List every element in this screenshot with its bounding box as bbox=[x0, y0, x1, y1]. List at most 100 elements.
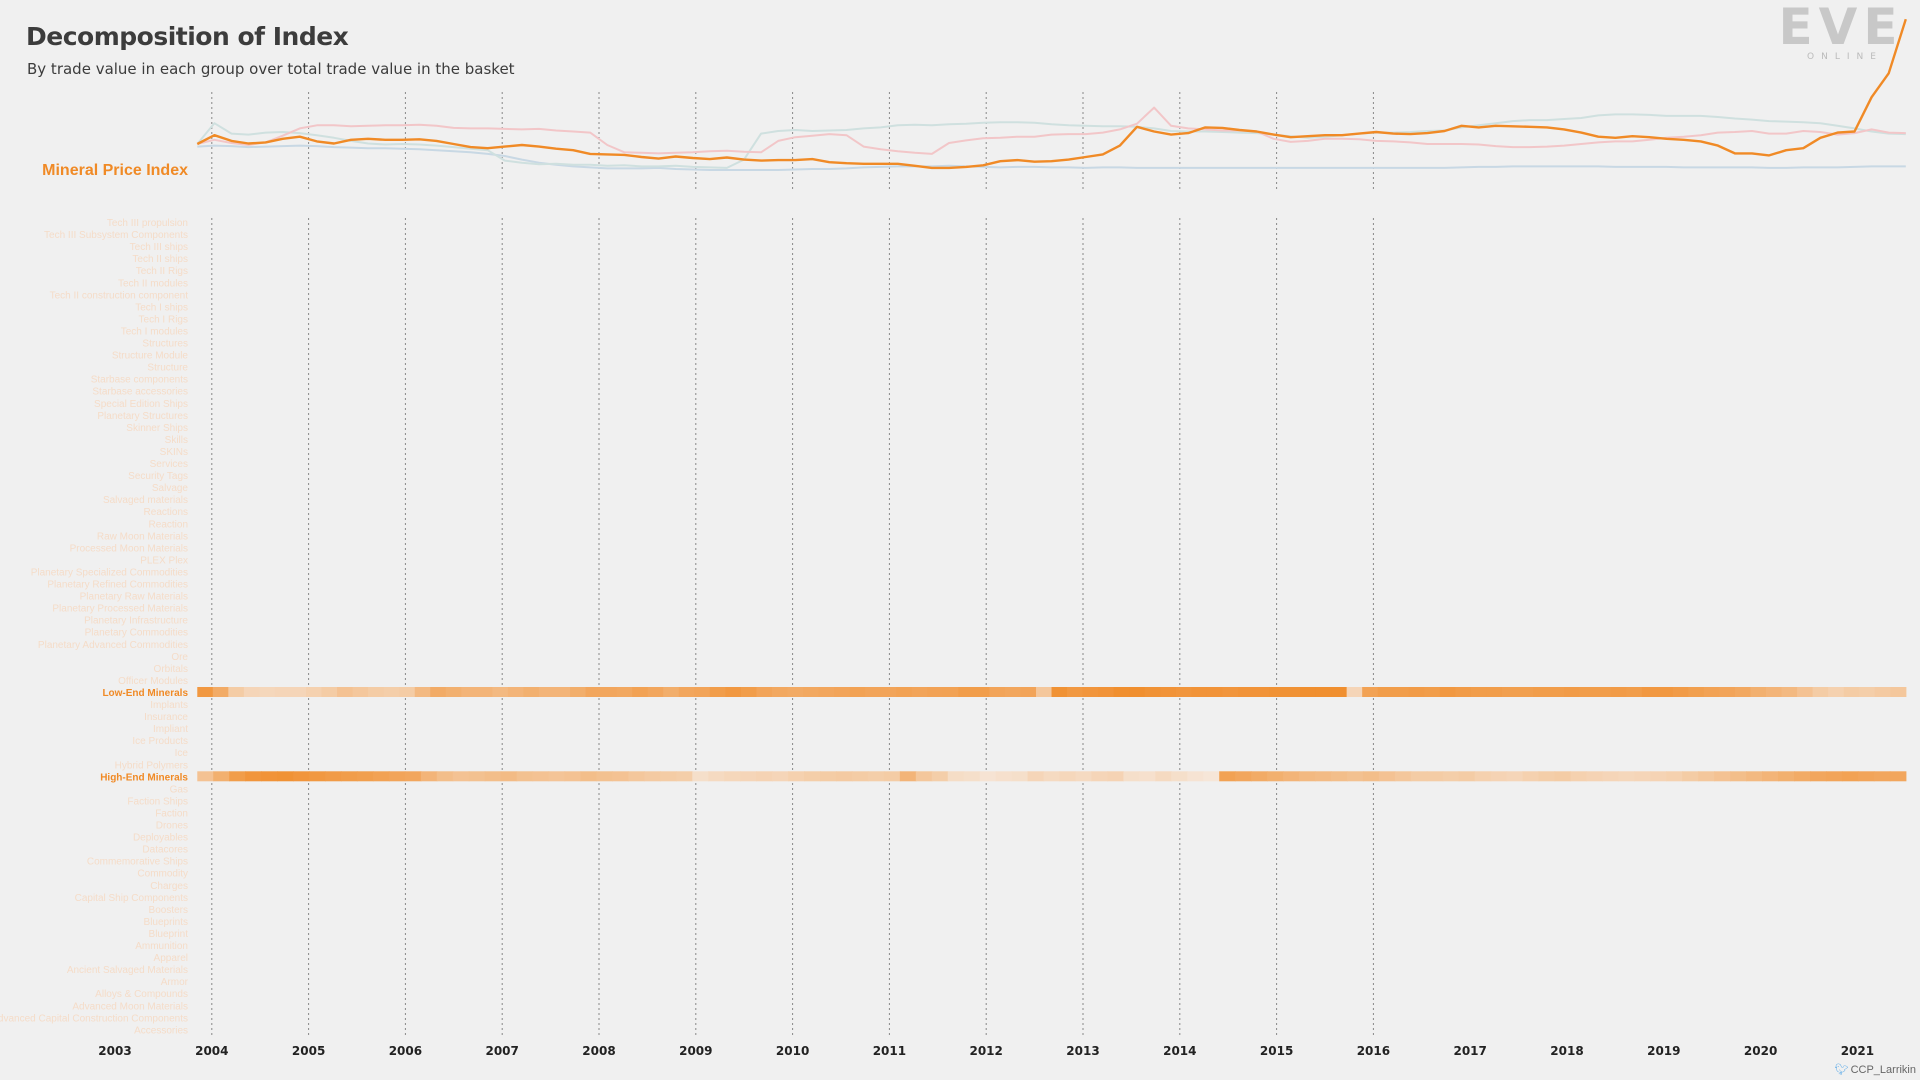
heatmap-cell bbox=[851, 771, 869, 782]
heatmap-cell bbox=[612, 771, 629, 782]
heatmap-cell bbox=[1470, 687, 1488, 697]
heatmap-cell bbox=[492, 687, 509, 697]
heatmap-cell bbox=[1362, 771, 1380, 782]
category-label: Processed Moon Materials bbox=[70, 543, 188, 554]
category-label: Ice Products bbox=[132, 736, 188, 747]
heatmap-cell bbox=[1442, 771, 1460, 782]
category-label: Reaction bbox=[149, 519, 188, 530]
heatmap-cell bbox=[1393, 687, 1410, 697]
category-label: Reactions bbox=[144, 507, 188, 518]
heatmap-cell bbox=[229, 771, 246, 782]
category-label: Apparel bbox=[154, 953, 188, 964]
heatmap-cell bbox=[724, 771, 741, 782]
category-label: Low-End Minerals bbox=[102, 688, 188, 699]
heatmap-cell bbox=[896, 687, 913, 697]
category-label: Planetary Processed Materials bbox=[52, 604, 188, 615]
chart-title: Decomposition of Index bbox=[26, 22, 349, 51]
heatmap-row-low-end-minerals bbox=[197, 687, 1907, 697]
heatmap-cell bbox=[818, 687, 835, 697]
heatmap-cell bbox=[461, 687, 478, 697]
heatmap-cell bbox=[1486, 687, 1503, 697]
heatmap-cell bbox=[1455, 687, 1472, 697]
heatmap-cell bbox=[290, 687, 307, 697]
heatmap-cell bbox=[1812, 687, 1829, 697]
heatmap-cell bbox=[1377, 687, 1394, 697]
series-line-pink bbox=[197, 106, 1906, 155]
category-label: Services bbox=[150, 459, 188, 470]
heatmap-cell bbox=[1501, 687, 1519, 697]
heatmap-cell bbox=[1171, 771, 1188, 782]
category-label: Tech III propulsion bbox=[107, 218, 188, 229]
author-credit[interactable]: 🐦︎ CCP_Larrikin bbox=[1835, 1063, 1916, 1076]
heatmap-cell bbox=[632, 687, 649, 697]
category-label: Special Edition Ships bbox=[94, 399, 188, 410]
heatmap-cell bbox=[1672, 687, 1689, 697]
author-handle: CCP_Larrikin bbox=[1850, 1064, 1916, 1076]
heatmap-cell bbox=[1330, 771, 1348, 782]
heatmap-cell bbox=[1579, 687, 1596, 697]
category-label: Tech II ships bbox=[132, 254, 188, 265]
eve-online-logo: EVE ONLINE bbox=[1776, 2, 1906, 62]
heatmap-cell bbox=[1091, 771, 1109, 782]
year-tick-2012: 2012 bbox=[969, 1044, 1002, 1058]
highlight-series-label: Mineral Price Index bbox=[42, 162, 188, 179]
category-label: Salvage bbox=[152, 483, 189, 494]
heatmap-cell bbox=[1222, 687, 1239, 697]
category-label: Planetary Raw Materials bbox=[80, 592, 188, 603]
logo-sub-text: ONLINE bbox=[1807, 52, 1883, 62]
heatmap-cell bbox=[678, 687, 695, 697]
heatmap-cell bbox=[616, 687, 633, 697]
heatmap-cell bbox=[692, 771, 709, 782]
category-label: Officer Modules bbox=[118, 676, 188, 687]
category-label: Ammunition bbox=[135, 941, 188, 952]
category-label: Armor bbox=[161, 977, 189, 988]
category-label: Starbase components bbox=[91, 375, 188, 386]
category-label: Faction bbox=[155, 808, 188, 819]
heatmap-cell bbox=[1698, 771, 1715, 782]
heatmap-cell bbox=[245, 771, 262, 782]
category-label: Blueprint bbox=[149, 929, 189, 940]
category-label: Skinner Ships bbox=[126, 423, 188, 434]
heatmap-cell bbox=[1874, 687, 1891, 697]
heatmap-cell bbox=[468, 771, 486, 782]
year-tick-2005: 2005 bbox=[292, 1044, 325, 1058]
heatmap-cell bbox=[835, 771, 853, 782]
heatmap-cell bbox=[1682, 771, 1699, 782]
heatmap-cell bbox=[756, 687, 773, 697]
heatmap-cell bbox=[1011, 771, 1029, 782]
category-label: Planetary Advanced Commodities bbox=[38, 640, 188, 651]
heatmap-cell bbox=[1004, 687, 1022, 697]
year-tick-2021: 2021 bbox=[1841, 1044, 1874, 1058]
year-tick-2014: 2014 bbox=[1163, 1044, 1196, 1058]
twitter-bird-icon: 🐦︎ bbox=[1834, 1064, 1849, 1076]
category-label: Charges bbox=[150, 881, 188, 892]
year-tick-2007: 2007 bbox=[485, 1044, 518, 1058]
heatmap-cell bbox=[337, 687, 354, 697]
heatmap-cell bbox=[867, 771, 885, 782]
heatmap-cell bbox=[197, 687, 214, 697]
category-label: Blueprints bbox=[144, 917, 188, 928]
heatmap-cell bbox=[771, 687, 789, 697]
heatmap-cell bbox=[507, 687, 525, 697]
category-label: Tech I Rigs bbox=[139, 314, 188, 325]
heatmap-cell bbox=[570, 687, 587, 697]
heatmap-cell bbox=[420, 771, 438, 782]
heatmap-cell bbox=[1641, 687, 1658, 697]
category-label: Security Tags bbox=[128, 471, 188, 482]
heatmap-cell bbox=[1703, 687, 1721, 697]
heatmap-cell bbox=[820, 771, 837, 782]
year-tick-2008: 2008 bbox=[582, 1044, 615, 1058]
series-line-orange bbox=[196, 18, 1907, 170]
category-label: Tech II modules bbox=[118, 278, 188, 289]
category-label: Commemorative Ships bbox=[87, 857, 188, 868]
heatmap-cell bbox=[1020, 687, 1037, 697]
heatmap-cell bbox=[1129, 687, 1146, 697]
year-tick-2019: 2019 bbox=[1647, 1044, 1680, 1058]
year-tick-2016: 2016 bbox=[1357, 1044, 1390, 1058]
heatmap-cell bbox=[803, 687, 820, 697]
heatmap-cell bbox=[995, 771, 1013, 782]
heatmap-cell bbox=[1458, 771, 1476, 782]
heatmap-cell bbox=[709, 687, 726, 697]
heatmap-cell bbox=[1490, 771, 1508, 782]
